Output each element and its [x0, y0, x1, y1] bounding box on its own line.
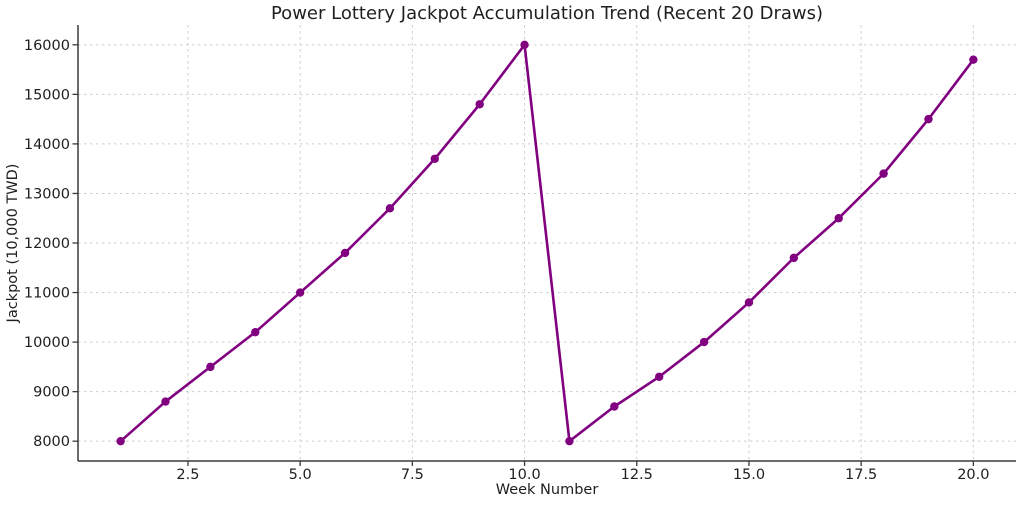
y-tick-label: 14000	[24, 137, 70, 153]
y-tick-label: 10000	[24, 335, 70, 351]
data-line	[119, 43, 975, 443]
data-point	[340, 248, 350, 258]
data-point	[161, 397, 170, 406]
data-point	[744, 298, 754, 307]
x-tick-label: 15.0	[733, 467, 765, 483]
data-point	[699, 337, 709, 347]
data-point	[295, 288, 305, 297]
data-point	[520, 40, 529, 50]
data-point	[789, 253, 799, 263]
data-point	[116, 436, 125, 446]
y-tick-label: 13000	[24, 186, 70, 202]
y-tick-label: 16000	[24, 38, 70, 54]
chart-title: Power Lottery Jackpot Accumulation Trend…	[270, 3, 824, 24]
y-tick-label: 8000	[33, 434, 70, 450]
y-tick-label: 9000	[33, 385, 70, 401]
x-tick-label: 7.5	[401, 467, 424, 483]
y-tick-label: 12000	[24, 236, 70, 252]
x-tick-label: 10.0	[508, 467, 540, 483]
x-tick-label: 12.5	[621, 467, 653, 483]
data-point	[655, 372, 664, 381]
x-tick-label: 2.5	[176, 467, 199, 483]
x-axis-label: Week Number	[495, 482, 599, 498]
data-point	[251, 327, 260, 337]
data-point	[206, 362, 215, 372]
data-point	[475, 100, 484, 109]
data-point	[565, 436, 574, 446]
data-point	[924, 114, 933, 124]
data-point	[610, 402, 619, 411]
data-point	[879, 169, 888, 178]
data-point	[834, 214, 843, 223]
x-tick-label: 20.0	[957, 467, 989, 483]
x-tick-label: 5.0	[289, 467, 312, 483]
y-tick-label: 15000	[24, 87, 70, 103]
data-point	[430, 154, 439, 163]
data-point	[385, 204, 395, 213]
y-axis-label: Jackpot (10,000 TWD)	[5, 163, 21, 323]
y-tick-label: 11000	[24, 286, 70, 302]
data-point	[969, 55, 978, 64]
x-tick-label: 17.5	[845, 467, 877, 483]
